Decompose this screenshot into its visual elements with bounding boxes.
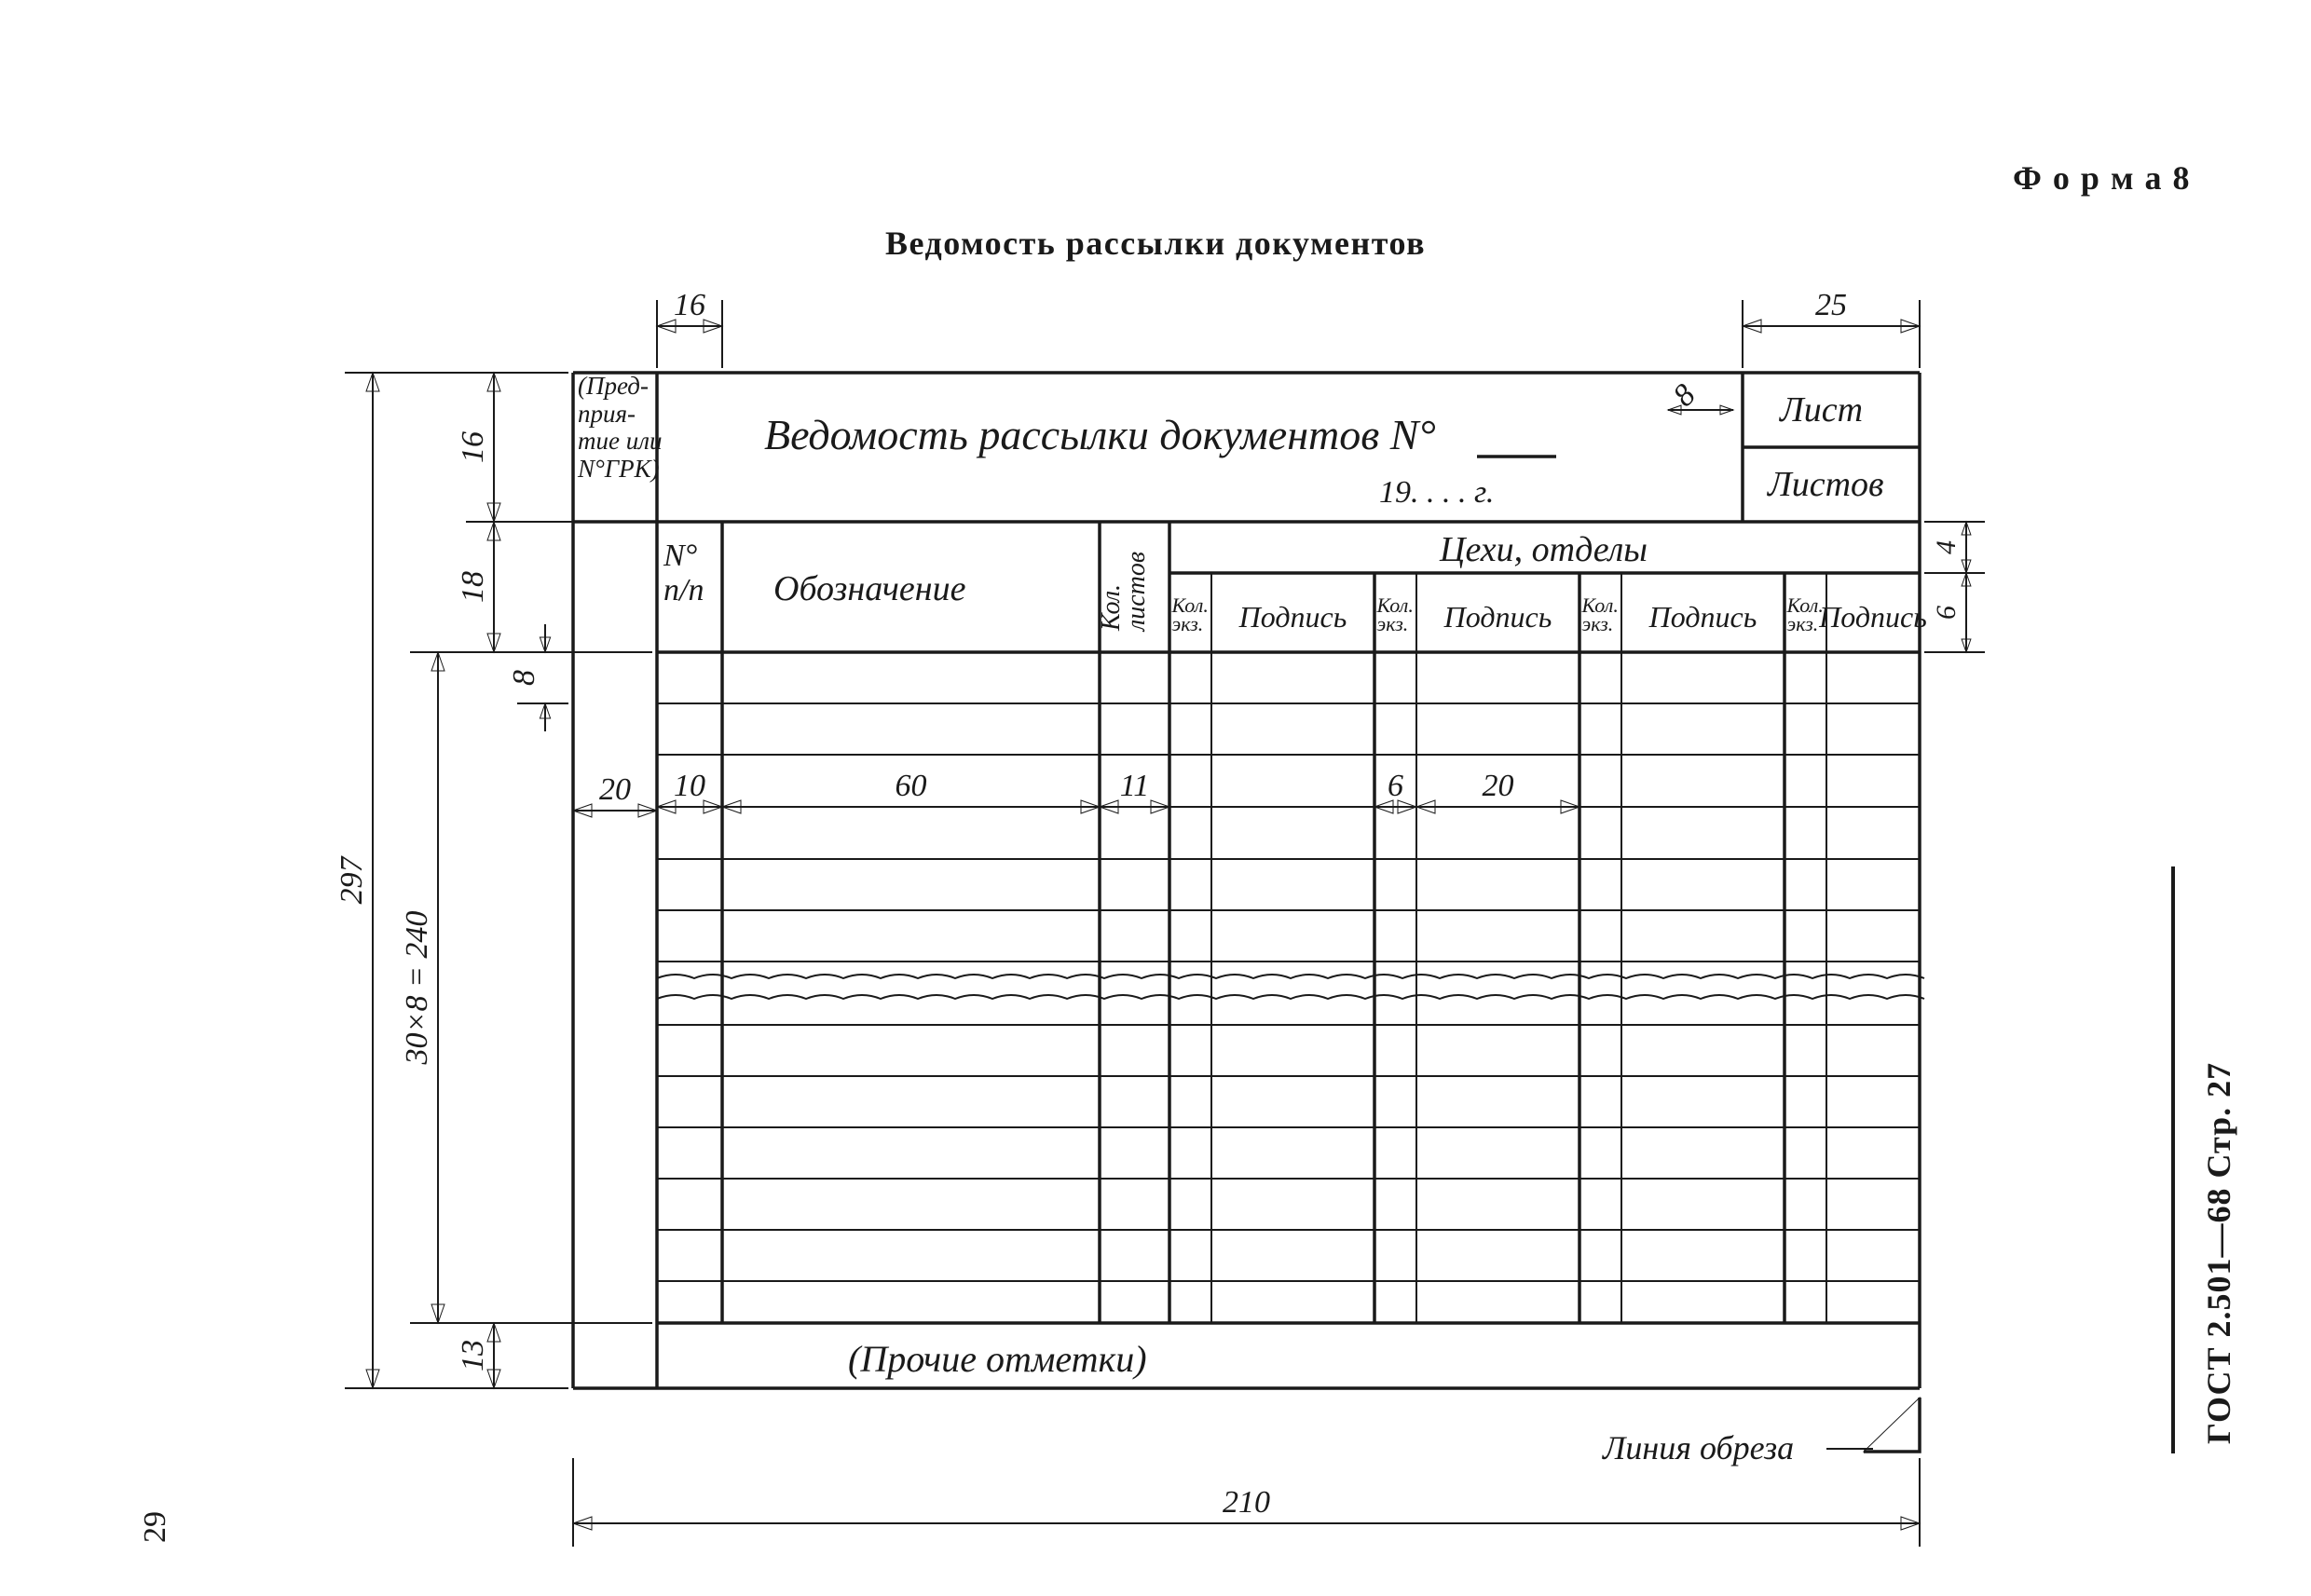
svg-text:Подпись: Подпись: [1443, 600, 1552, 634]
svg-text:8: 8: [507, 670, 541, 686]
svg-text:18: 18: [456, 571, 490, 603]
svg-text:16: 16: [674, 288, 705, 322]
svg-text:8: 8: [1666, 377, 1702, 413]
svg-text:экз.: экз.: [1582, 612, 1614, 635]
svg-text:60: 60: [896, 769, 927, 803]
svg-text:экз.: экз.: [1172, 612, 1204, 635]
sheets-label: Листов: [1768, 464, 1884, 505]
svg-text:4: 4: [1931, 540, 1962, 554]
svg-text:экз.: экз.: [1787, 612, 1819, 635]
qtysheets-label: Кол. листов: [1100, 552, 1149, 631]
svg-text:25: 25: [1815, 288, 1847, 322]
svg-text:11: 11: [1120, 769, 1149, 803]
svg-text:экз.: экз.: [1377, 612, 1409, 635]
workshops-label: Цехи, отделы: [1440, 529, 1648, 570]
svg-text:297: 297: [335, 855, 369, 905]
year-line: 19. . . . г.: [1379, 475, 1494, 511]
svg-text:6: 6: [1931, 606, 1962, 620]
svg-text:6: 6: [1388, 769, 1403, 803]
svg-text:210: 210: [1223, 1485, 1270, 1520]
trim-line-label: Линия обреза: [1603, 1428, 1794, 1467]
svg-text:16: 16: [456, 431, 490, 463]
svg-text:Подпись: Подпись: [1238, 600, 1347, 634]
footer-othermarks: (Прочие отметки): [848, 1337, 1147, 1381]
svg-text:20: 20: [1483, 769, 1514, 803]
svg-text:Подпись: Подпись: [1818, 600, 1927, 634]
svg-text:Подпись: Подпись: [1648, 600, 1757, 634]
svg-text:13: 13: [456, 1340, 490, 1371]
designation-label: Обозначение: [773, 568, 965, 609]
svg-text:30×8 = 240: 30×8 = 240: [400, 911, 434, 1066]
form-drawing: Кол.экз.ПодписьКол.экз.ПодписьКол.экз.По…: [0, 0, 2311, 1596]
npp-label: N° п/п: [663, 539, 704, 608]
svg-text:10: 10: [674, 769, 705, 803]
sheet-label: Лист: [1780, 389, 1863, 430]
org-label: (Пред- прия- тие или N°ГРК): [578, 373, 657, 484]
header-title: Ведомость рассылки документов N°: [764, 410, 1436, 459]
svg-text:20: 20: [599, 772, 631, 807]
